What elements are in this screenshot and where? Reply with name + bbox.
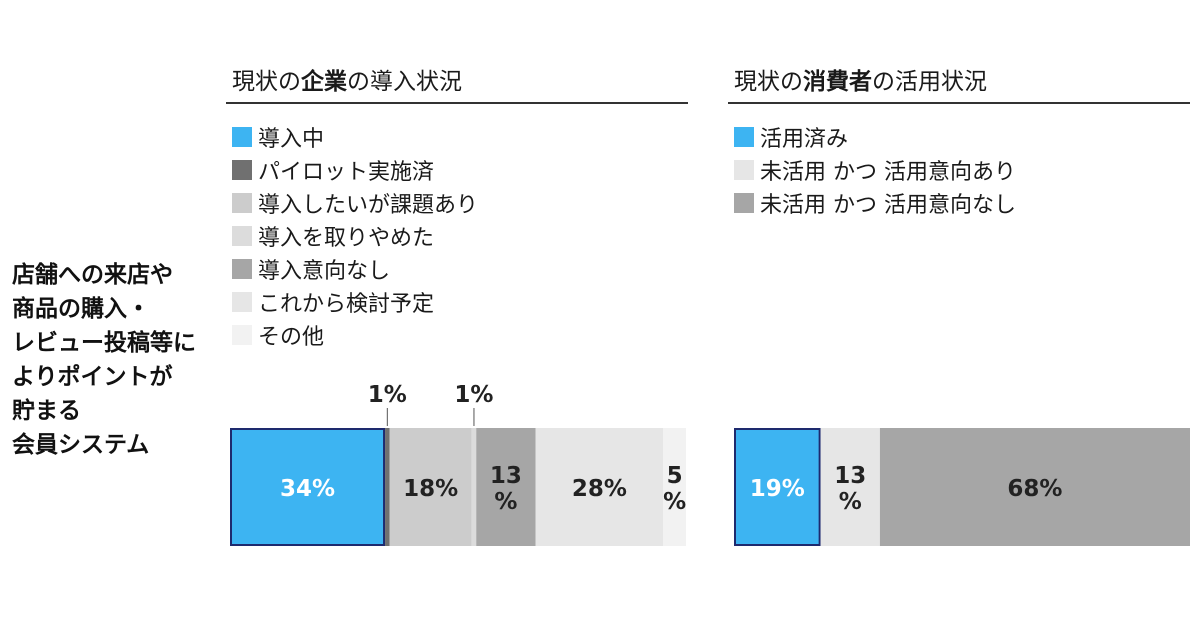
- title-prefix: 現状の: [232, 69, 301, 95]
- data-label: 68%: [1007, 476, 1062, 502]
- data-label: 34%: [280, 476, 335, 502]
- data-label: 1%: [454, 382, 493, 408]
- data-label: 13%: [490, 463, 522, 515]
- bar-segment: [385, 428, 390, 546]
- legend-swatch: [232, 324, 252, 345]
- legend-swatch: [232, 159, 252, 180]
- data-label: 13%: [834, 463, 866, 515]
- bar-segment: [389, 428, 472, 546]
- bar-segment: [476, 428, 536, 546]
- data-label: 18%: [403, 476, 458, 502]
- legend-item: 未活用 かつ 活用意向なし: [734, 186, 1190, 219]
- legend-label: 未活用 かつ 活用意向なし: [760, 192, 1016, 218]
- bar-segment: [879, 428, 1190, 546]
- data-label: 5%: [663, 463, 686, 515]
- legend-label: 未活用 かつ 活用意向あり: [760, 159, 1016, 185]
- legend-item: 導入意向なし: [232, 252, 688, 285]
- row-label: 店舗への来店や 商品の購入・ レビュー投稿等に よりポイントが 貯まる 会員シス…: [12, 258, 222, 462]
- consumer-legend: 活用済み未活用 かつ 活用意向あり 未活用 かつ 活用意向なし: [728, 120, 1190, 219]
- legend-label: 導入を取りやめた: [258, 225, 435, 251]
- title-suffix: の導入状況: [347, 69, 462, 95]
- data-label: 28%: [572, 476, 627, 502]
- company-panel-title: 現状の企業の導入状況: [226, 62, 688, 104]
- legend-swatch: [232, 192, 252, 213]
- bar-segment: [820, 428, 880, 546]
- title-prefix: 現状の: [734, 69, 803, 95]
- company-panel: 現状の企業の導入状況 導入中パイロット実施済導入したいが課題あり 導入を取りやめた…: [226, 62, 688, 351]
- data-label: 19%: [750, 476, 805, 502]
- legend-item: 活用済み: [734, 120, 1190, 153]
- company-legend: 導入中パイロット実施済導入したいが課題あり 導入を取りやめた 導入意向なしこれから検…: [226, 120, 688, 351]
- title-emphasis: 企業: [301, 69, 347, 95]
- legend-label: パイロット実施済: [258, 159, 435, 185]
- legend-item: 導入を取りやめた: [232, 219, 688, 252]
- row-label-line: 商品の購入・: [12, 296, 150, 322]
- legend-label: 活用済み: [760, 126, 849, 152]
- legend-swatch: [232, 126, 252, 147]
- legend-item: これから検討予定: [232, 285, 688, 318]
- legend-item: 導入したいが課題あり: [232, 186, 688, 219]
- legend-item: パイロット実施済: [232, 153, 688, 186]
- legend-item: その他: [232, 318, 688, 351]
- legend-label: 導入したいが課題あり: [258, 192, 479, 218]
- row-label-line: 会員システム: [12, 432, 150, 458]
- legend-label: その他: [258, 324, 325, 350]
- title-emphasis: 消費者: [803, 69, 872, 95]
- consumer-panel: 現状の消費者の活用状況 活用済み未活用 かつ 活用意向あり 未活用 かつ 活用意向…: [728, 62, 1190, 219]
- legend-swatch: [232, 258, 252, 279]
- legend-item: 未活用 かつ 活用意向あり: [734, 153, 1190, 186]
- data-label: 1%: [368, 382, 407, 408]
- row-label-line: レビュー投稿等に: [12, 330, 196, 356]
- legend-swatch: [734, 192, 754, 213]
- legend-item: 導入中: [232, 120, 688, 153]
- bar-segment: [663, 428, 686, 546]
- legend-swatch: [232, 225, 252, 246]
- row-label-line: よりポイントが: [12, 364, 173, 390]
- bar-segment: [535, 428, 664, 546]
- legend-swatch: [232, 291, 252, 312]
- bar-segment: [471, 428, 477, 546]
- legend-label: これから検討予定: [258, 291, 435, 317]
- bar-segment: [230, 428, 386, 546]
- row-label-line: 店舗への来店や: [12, 262, 173, 288]
- legend-label: 導入中: [258, 126, 325, 152]
- consumer-panel-title: 現状の消費者の活用状況: [728, 62, 1190, 104]
- title-suffix: の活用状況: [872, 69, 987, 95]
- row-label-line: 貯まる: [12, 398, 81, 424]
- legend-swatch: [734, 126, 754, 147]
- legend-swatch: [734, 159, 754, 180]
- bar-segment: [734, 428, 821, 546]
- legend-label: 導入意向なし: [258, 258, 391, 284]
